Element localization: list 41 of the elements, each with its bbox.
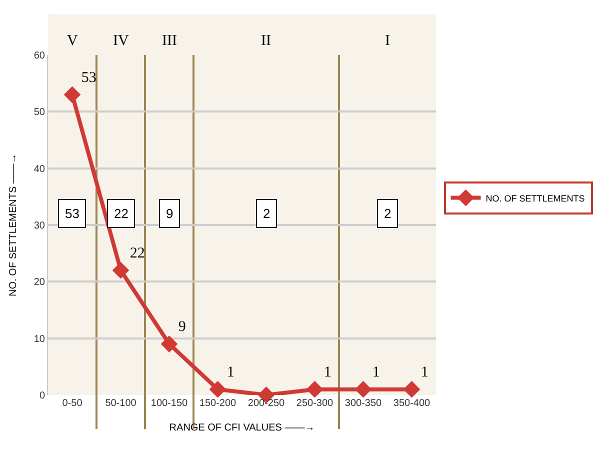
x-axis-title: RANGE OF CFI VALUES ——→ bbox=[169, 422, 315, 434]
y-tick-label: 10 bbox=[34, 334, 46, 345]
data-label: 1 bbox=[324, 364, 332, 380]
data-label: 1 bbox=[420, 364, 428, 380]
y-tick-label: 40 bbox=[34, 164, 46, 175]
x-tick-label: 200-250 bbox=[248, 398, 286, 409]
point bbox=[160, 336, 178, 352]
annotation: 9 bbox=[166, 206, 174, 221]
annotation: 2 bbox=[384, 206, 392, 221]
data-label: 1 bbox=[226, 364, 234, 380]
x-tick-label: 350-400 bbox=[393, 398, 431, 409]
band-label: V bbox=[67, 33, 78, 49]
point bbox=[64, 86, 81, 104]
y-tick-label: 60 bbox=[34, 50, 46, 62]
x-tick-label: 50-100 bbox=[105, 398, 137, 409]
point bbox=[112, 262, 130, 279]
y-tick-label: 30 bbox=[34, 220, 46, 232]
legend-label: NO. OF SETTLEMENTS bbox=[486, 193, 585, 204]
data-label: 1 bbox=[372, 364, 380, 380]
band-label: IV bbox=[113, 33, 129, 49]
x-tick-label: 150-200 bbox=[199, 398, 237, 409]
y-tick-label: 0 bbox=[39, 390, 46, 402]
point bbox=[403, 380, 420, 398]
x-tick-label: 100-150 bbox=[150, 398, 188, 409]
y-tick-label: 20 bbox=[34, 277, 46, 288]
point bbox=[354, 380, 372, 398]
x-tick-label: 0-50 bbox=[62, 398, 83, 409]
x-tick-label: 300-350 bbox=[344, 398, 382, 409]
point bbox=[306, 380, 324, 398]
y-tick-label: 50 bbox=[34, 107, 46, 118]
band-label: II bbox=[261, 33, 271, 49]
annotation: 22 bbox=[114, 206, 128, 221]
band-label: I bbox=[385, 33, 390, 49]
data-label: 22 bbox=[130, 245, 145, 262]
annotation: 53 bbox=[65, 206, 80, 221]
point bbox=[209, 380, 226, 398]
x-tick-label: 250-300 bbox=[296, 398, 334, 409]
band-label: III bbox=[162, 33, 177, 49]
data-label: 9 bbox=[178, 319, 186, 336]
annotation: 2 bbox=[263, 206, 270, 221]
y-axis-title: NO. OF SETTLEMENTS ——→ bbox=[8, 154, 19, 296]
